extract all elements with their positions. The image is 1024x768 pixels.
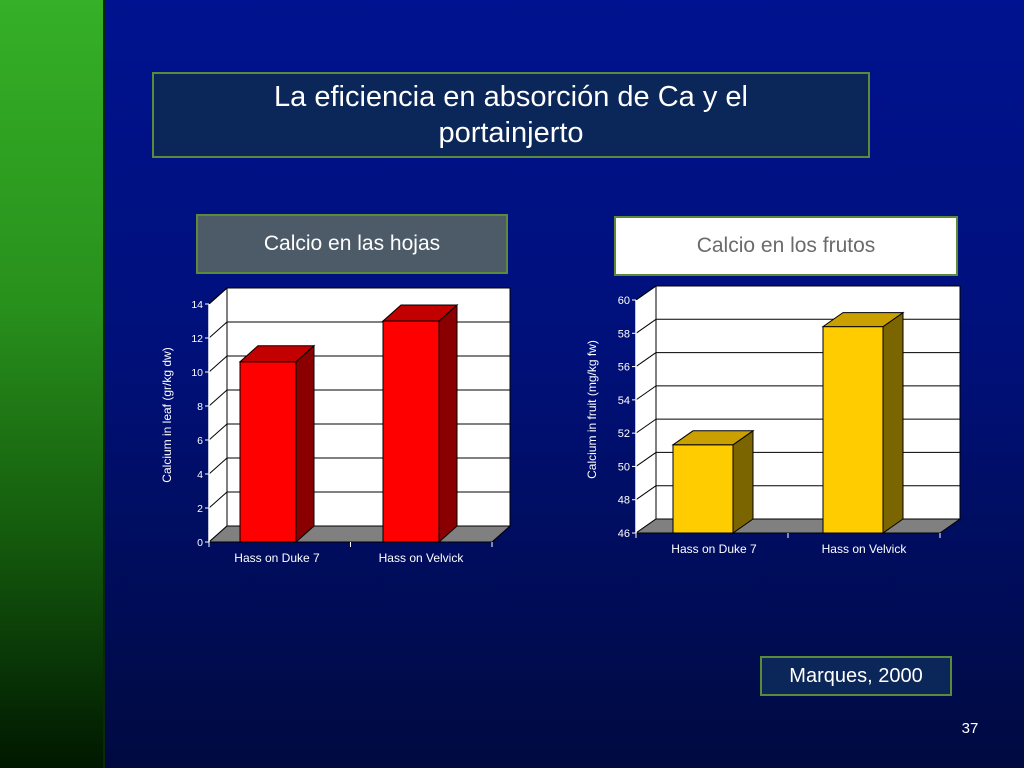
bar-front (822, 326, 884, 534)
bar-side (295, 344, 315, 544)
slide-title-box: La eficiencia en absorción de Ca y el po… (152, 72, 870, 158)
gridline-side (635, 318, 657, 334)
gridline-side (635, 285, 657, 301)
gridline-side (208, 491, 228, 509)
left-accent-divider (103, 0, 105, 768)
y-tick-label: 4 (197, 469, 203, 481)
chart-side-wall (208, 286, 228, 544)
x-category-label: Hass on Duke 7 (234, 551, 320, 565)
gridline-side (208, 457, 228, 475)
y-tick-label: 14 (191, 299, 203, 311)
y-tick-label: 10 (191, 367, 203, 379)
chart-frame (226, 287, 511, 527)
chart-side-wall (635, 285, 657, 534)
bar-side (732, 429, 754, 534)
y-tick-label: 48 (618, 495, 630, 507)
y-tick-label: 12 (191, 333, 203, 345)
y-tick-label: 50 (618, 461, 630, 473)
page-number: 37 (961, 720, 979, 737)
fruit-chart-label: Calcio en los frutos (696, 234, 876, 257)
y-tick-label: 58 (618, 328, 630, 340)
y-tick-label: 46 (618, 528, 630, 540)
bar-side (438, 303, 458, 544)
fruit-calcium-chart: 46 48 50 52 54 56 58 60 Hass on Duke 7 Hass on Ve… (585, 285, 962, 556)
gridline-side (635, 418, 657, 434)
slide-title: La eficiencia en absorción de Ca y el po… (274, 81, 748, 149)
gridline-side (635, 485, 657, 501)
citation-box: Marques, 2000 (760, 656, 952, 696)
gridline-side (208, 423, 228, 441)
y-tick-label: 52 (618, 428, 630, 440)
gridline-side (208, 321, 228, 339)
gridline-side (635, 352, 657, 367)
leaf-chart-label: Calcio en las hojas (263, 232, 441, 255)
y-axis-label: Calcium in leaf (gr/kg dw) (160, 347, 174, 482)
y-tick-label: 56 (618, 362, 630, 374)
chart-frame (655, 285, 961, 520)
bar-front (382, 320, 440, 543)
x-category-label: Hass on Velvick (379, 551, 465, 565)
gridline-side (208, 287, 228, 305)
bar-top (381, 304, 459, 322)
left-accent-bar (0, 0, 103, 768)
leaf-chart-label-box: Calcio en las hojas (196, 214, 508, 274)
gridline-side (208, 389, 228, 407)
fruit-chart-label-box: Calcio en los frutos (614, 216, 958, 276)
bar-side (882, 311, 904, 534)
bar-front (239, 361, 297, 543)
bar-top (671, 430, 755, 446)
y-tick-label: 54 (618, 395, 630, 407)
x-category-label: Hass on Duke 7 (671, 542, 757, 556)
bar-top (238, 345, 316, 363)
bar-front (672, 444, 734, 534)
y-tick-label: 0 (197, 537, 203, 549)
gridline-side (635, 385, 657, 401)
x-category-label: Hass on Velvick (822, 542, 908, 556)
y-axis-label: Calcium in fruit (mg/kg fw) (585, 340, 599, 479)
gridline-side (208, 355, 228, 373)
citation: Marques, 2000 (789, 664, 923, 687)
y-tick-label: 8 (197, 401, 203, 413)
bar-top (821, 312, 905, 328)
gridline-side (635, 452, 657, 467)
y-tick-label: 2 (197, 503, 203, 515)
y-tick-label: 60 (618, 295, 630, 307)
y-tick-label: 6 (197, 435, 203, 447)
leaf-calcium-chart: 0 2 4 6 8 10 12 14 Hass on Duke 7 Hass on Velvick… (160, 286, 512, 565)
